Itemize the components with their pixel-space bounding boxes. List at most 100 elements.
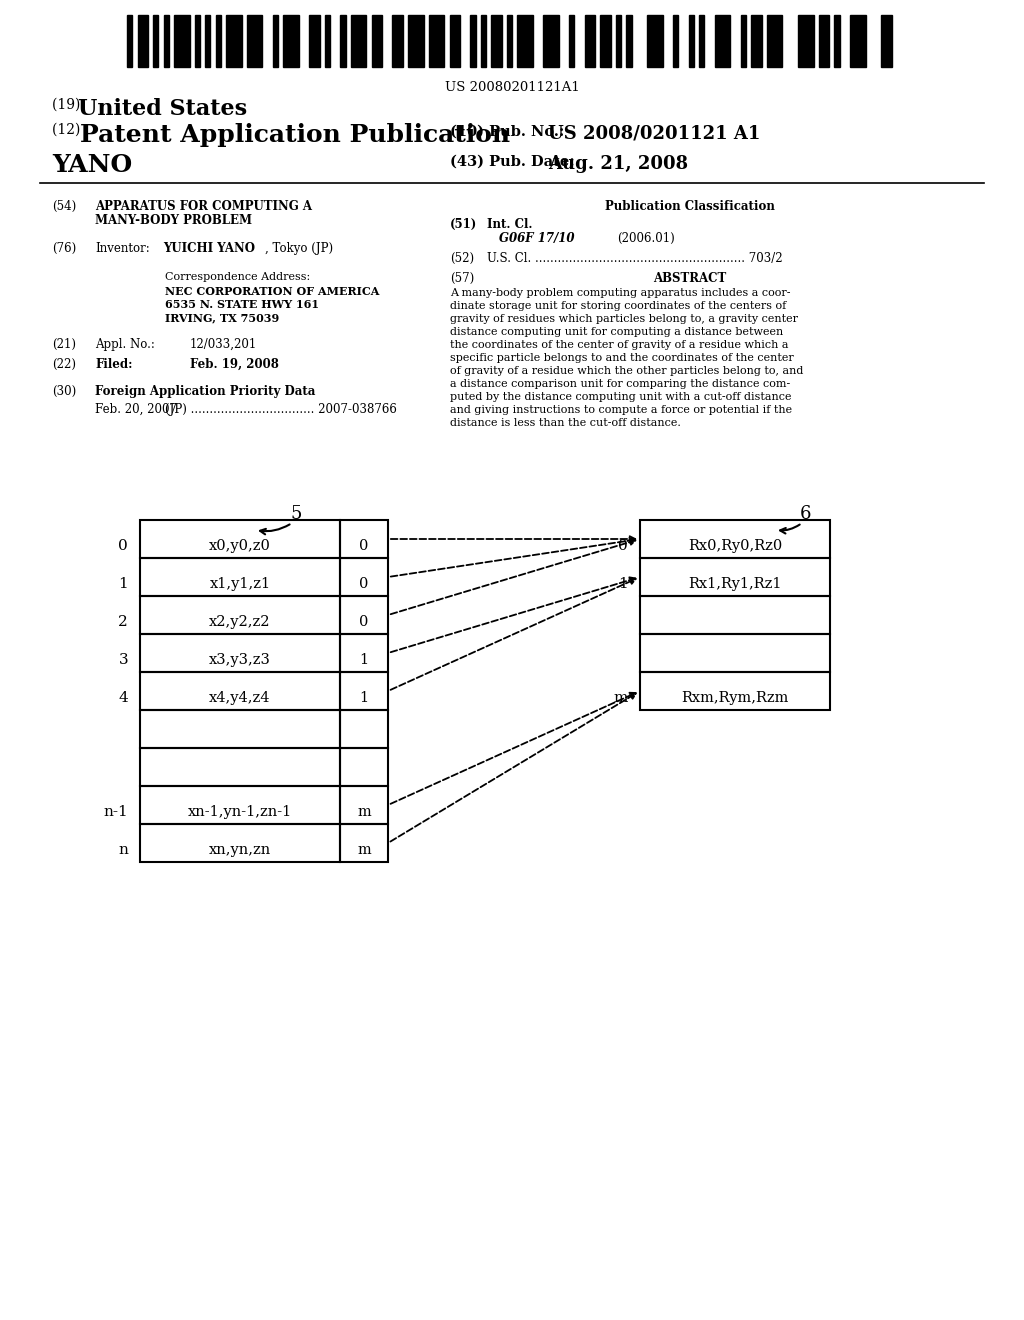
Bar [882, 15, 892, 67]
Bar [325, 15, 330, 67]
Text: puted by the distance computing unit with a cut-off distance: puted by the distance computing unit wit… [450, 392, 792, 403]
Bar [340, 672, 388, 710]
Text: Foreign Application Priority Data: Foreign Application Priority Data [95, 385, 315, 399]
Text: 0: 0 [359, 577, 369, 591]
Text: n-1: n-1 [103, 805, 128, 818]
Bar [309, 15, 319, 67]
Bar [798, 15, 814, 67]
Text: (2006.01): (2006.01) [617, 232, 675, 246]
Bar [340, 710, 388, 748]
Text: YANO: YANO [52, 153, 132, 177]
Text: (10) Pub. No.:: (10) Pub. No.: [450, 125, 564, 139]
Bar [835, 15, 840, 67]
Bar [340, 597, 388, 634]
Bar [715, 15, 730, 67]
Text: of gravity of a residue which the other particles belong to, and: of gravity of a residue which the other … [450, 366, 804, 376]
Bar [408, 15, 424, 67]
Bar [174, 15, 189, 67]
Text: dinate storage unit for storing coordinates of the centers of: dinate storage unit for storing coordina… [450, 301, 786, 312]
Text: Feb. 20, 2007: Feb. 20, 2007 [95, 403, 177, 416]
Text: and giving instructions to compute a force or potential if the: and giving instructions to compute a for… [450, 405, 793, 414]
Bar [740, 15, 746, 67]
Text: IRVING, TX 75039: IRVING, TX 75039 [165, 312, 280, 323]
Text: Rx0,Ry0,Rz0: Rx0,Ry0,Rz0 [688, 539, 782, 553]
Text: 0: 0 [618, 539, 628, 553]
Text: xn,yn,zn: xn,yn,zn [209, 843, 271, 857]
Text: 1: 1 [618, 577, 628, 591]
Text: m: m [357, 843, 371, 857]
Text: 6535 N. STATE HWY 161: 6535 N. STATE HWY 161 [165, 300, 319, 310]
Text: specific particle belongs to and the coordinates of the center: specific particle belongs to and the coo… [450, 352, 794, 363]
Bar [600, 15, 610, 67]
Bar [247, 15, 262, 67]
Text: (57): (57) [450, 272, 474, 285]
Bar [429, 15, 444, 67]
Bar [340, 15, 345, 67]
Bar [140, 520, 340, 558]
Bar [392, 15, 402, 67]
Bar [205, 15, 210, 67]
Text: x0,y0,z0: x0,y0,z0 [209, 539, 271, 553]
Bar [640, 672, 830, 710]
Text: Rxm,Rym,Rzm: Rxm,Rym,Rzm [681, 690, 788, 705]
Text: (30): (30) [52, 385, 76, 399]
Bar [627, 15, 632, 67]
Text: distance computing unit for computing a distance between: distance computing unit for computing a … [450, 327, 783, 337]
Text: 1: 1 [359, 690, 369, 705]
Bar [164, 15, 169, 67]
Text: ABSTRACT: ABSTRACT [653, 272, 727, 285]
Text: gravity of residues which particles belong to, a gravity center: gravity of residues which particles belo… [450, 314, 798, 323]
Bar [140, 558, 340, 597]
Bar [850, 15, 865, 67]
Bar [127, 15, 132, 67]
Bar [340, 520, 388, 558]
Text: U.S. Cl. ........................................................ 703/2: U.S. Cl. ...............................… [487, 252, 782, 265]
Text: 5: 5 [290, 506, 301, 523]
Text: United States: United States [78, 98, 247, 120]
Bar [673, 15, 678, 67]
Bar [569, 15, 574, 67]
Bar [272, 15, 278, 67]
Text: 1: 1 [359, 653, 369, 667]
Text: Appl. No.:: Appl. No.: [95, 338, 155, 351]
Bar [340, 785, 388, 824]
Bar [450, 15, 460, 67]
Bar [140, 597, 340, 634]
Text: US 2008/0201121 A1: US 2008/0201121 A1 [548, 125, 761, 143]
Text: (52): (52) [450, 252, 474, 265]
Bar [647, 15, 663, 67]
Text: (76): (76) [52, 242, 76, 255]
Bar [140, 634, 340, 672]
Text: (19): (19) [52, 98, 85, 112]
Bar [767, 15, 782, 67]
Text: Inventor:: Inventor: [95, 242, 150, 255]
Text: 6: 6 [800, 506, 811, 523]
Text: (43) Pub. Date:: (43) Pub. Date: [450, 154, 574, 169]
Text: x1,y1,z1: x1,y1,z1 [210, 577, 270, 591]
Text: Rx1,Ry1,Rz1: Rx1,Ry1,Rz1 [688, 577, 781, 591]
Text: 0: 0 [359, 539, 369, 553]
Bar [154, 15, 159, 67]
Text: Correspondence Address:: Correspondence Address: [165, 272, 310, 282]
Bar [543, 15, 559, 67]
Text: 4: 4 [118, 690, 128, 705]
Bar [351, 15, 367, 67]
Text: G06F 17/10: G06F 17/10 [499, 232, 574, 246]
Bar [585, 15, 595, 67]
Bar [699, 15, 705, 67]
Bar [492, 15, 502, 67]
Text: Int. Cl.: Int. Cl. [487, 218, 532, 231]
Text: YUICHI YANO: YUICHI YANO [163, 242, 255, 255]
Bar [140, 672, 340, 710]
Bar [340, 748, 388, 785]
Text: m: m [613, 690, 628, 705]
Text: Feb. 19, 2008: Feb. 19, 2008 [190, 358, 279, 371]
Bar [616, 15, 622, 67]
Bar [372, 15, 382, 67]
Bar [226, 15, 242, 67]
Text: 0: 0 [359, 615, 369, 630]
Bar [340, 558, 388, 597]
Bar [140, 785, 340, 824]
Text: m: m [357, 805, 371, 818]
Text: x2,y2,z2: x2,y2,z2 [209, 615, 270, 630]
